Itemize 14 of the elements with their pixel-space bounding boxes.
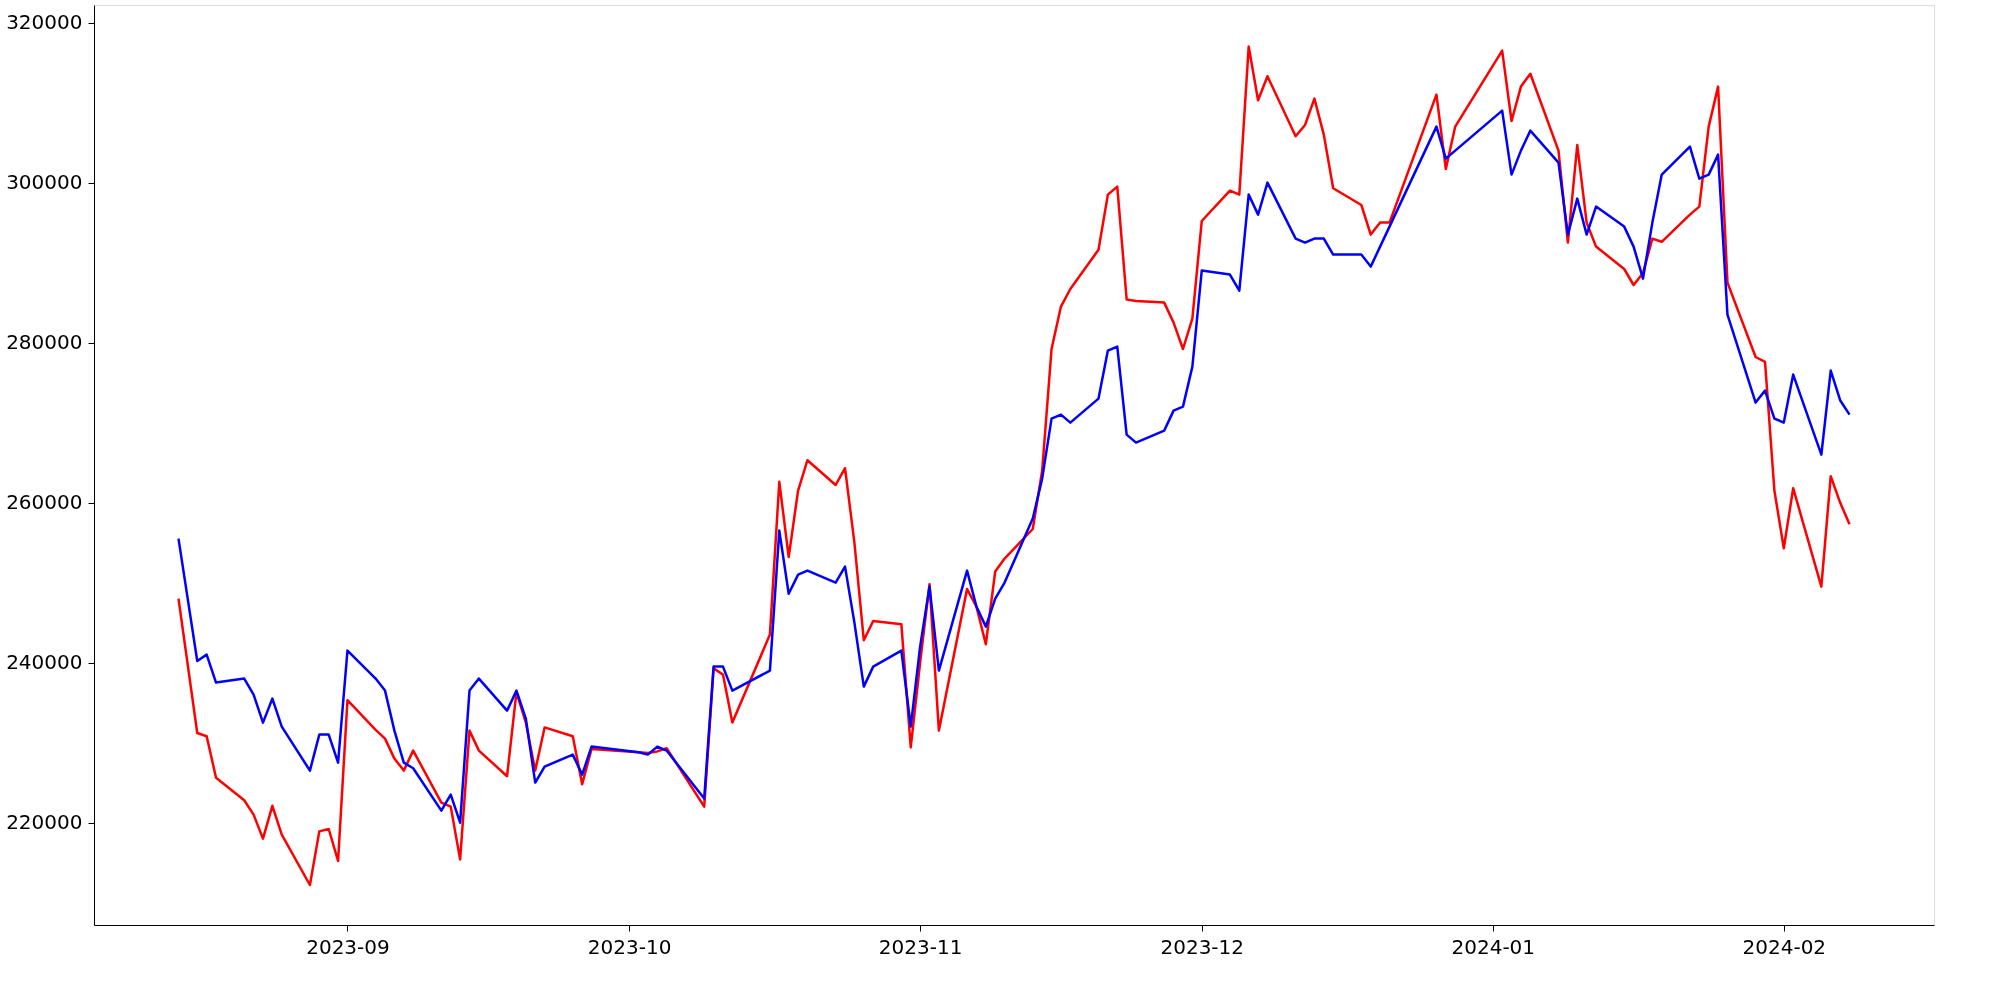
x-tick-label: 2024-02 — [1742, 934, 1827, 959]
x-tick-label: 2023-09 — [306, 934, 390, 959]
x-tick-label: 2023-11 — [878, 934, 963, 959]
x-tick-label: 2024-01 — [1451, 934, 1536, 959]
y-tick-label: 300000 — [6, 170, 83, 195]
line-series — [177, 109, 1851, 824]
y-tick-label: 320000 — [6, 10, 83, 35]
y-tick-label: 260000 — [6, 490, 83, 515]
x-tick-label: 2023-12 — [1160, 934, 1245, 959]
y-tick-label: 280000 — [6, 330, 83, 355]
y-tick-label: 220000 — [6, 810, 83, 835]
line-series — [177, 45, 1851, 887]
y-tick-label: 240000 — [6, 650, 83, 675]
x-tick-label: 2023-10 — [587, 934, 672, 959]
